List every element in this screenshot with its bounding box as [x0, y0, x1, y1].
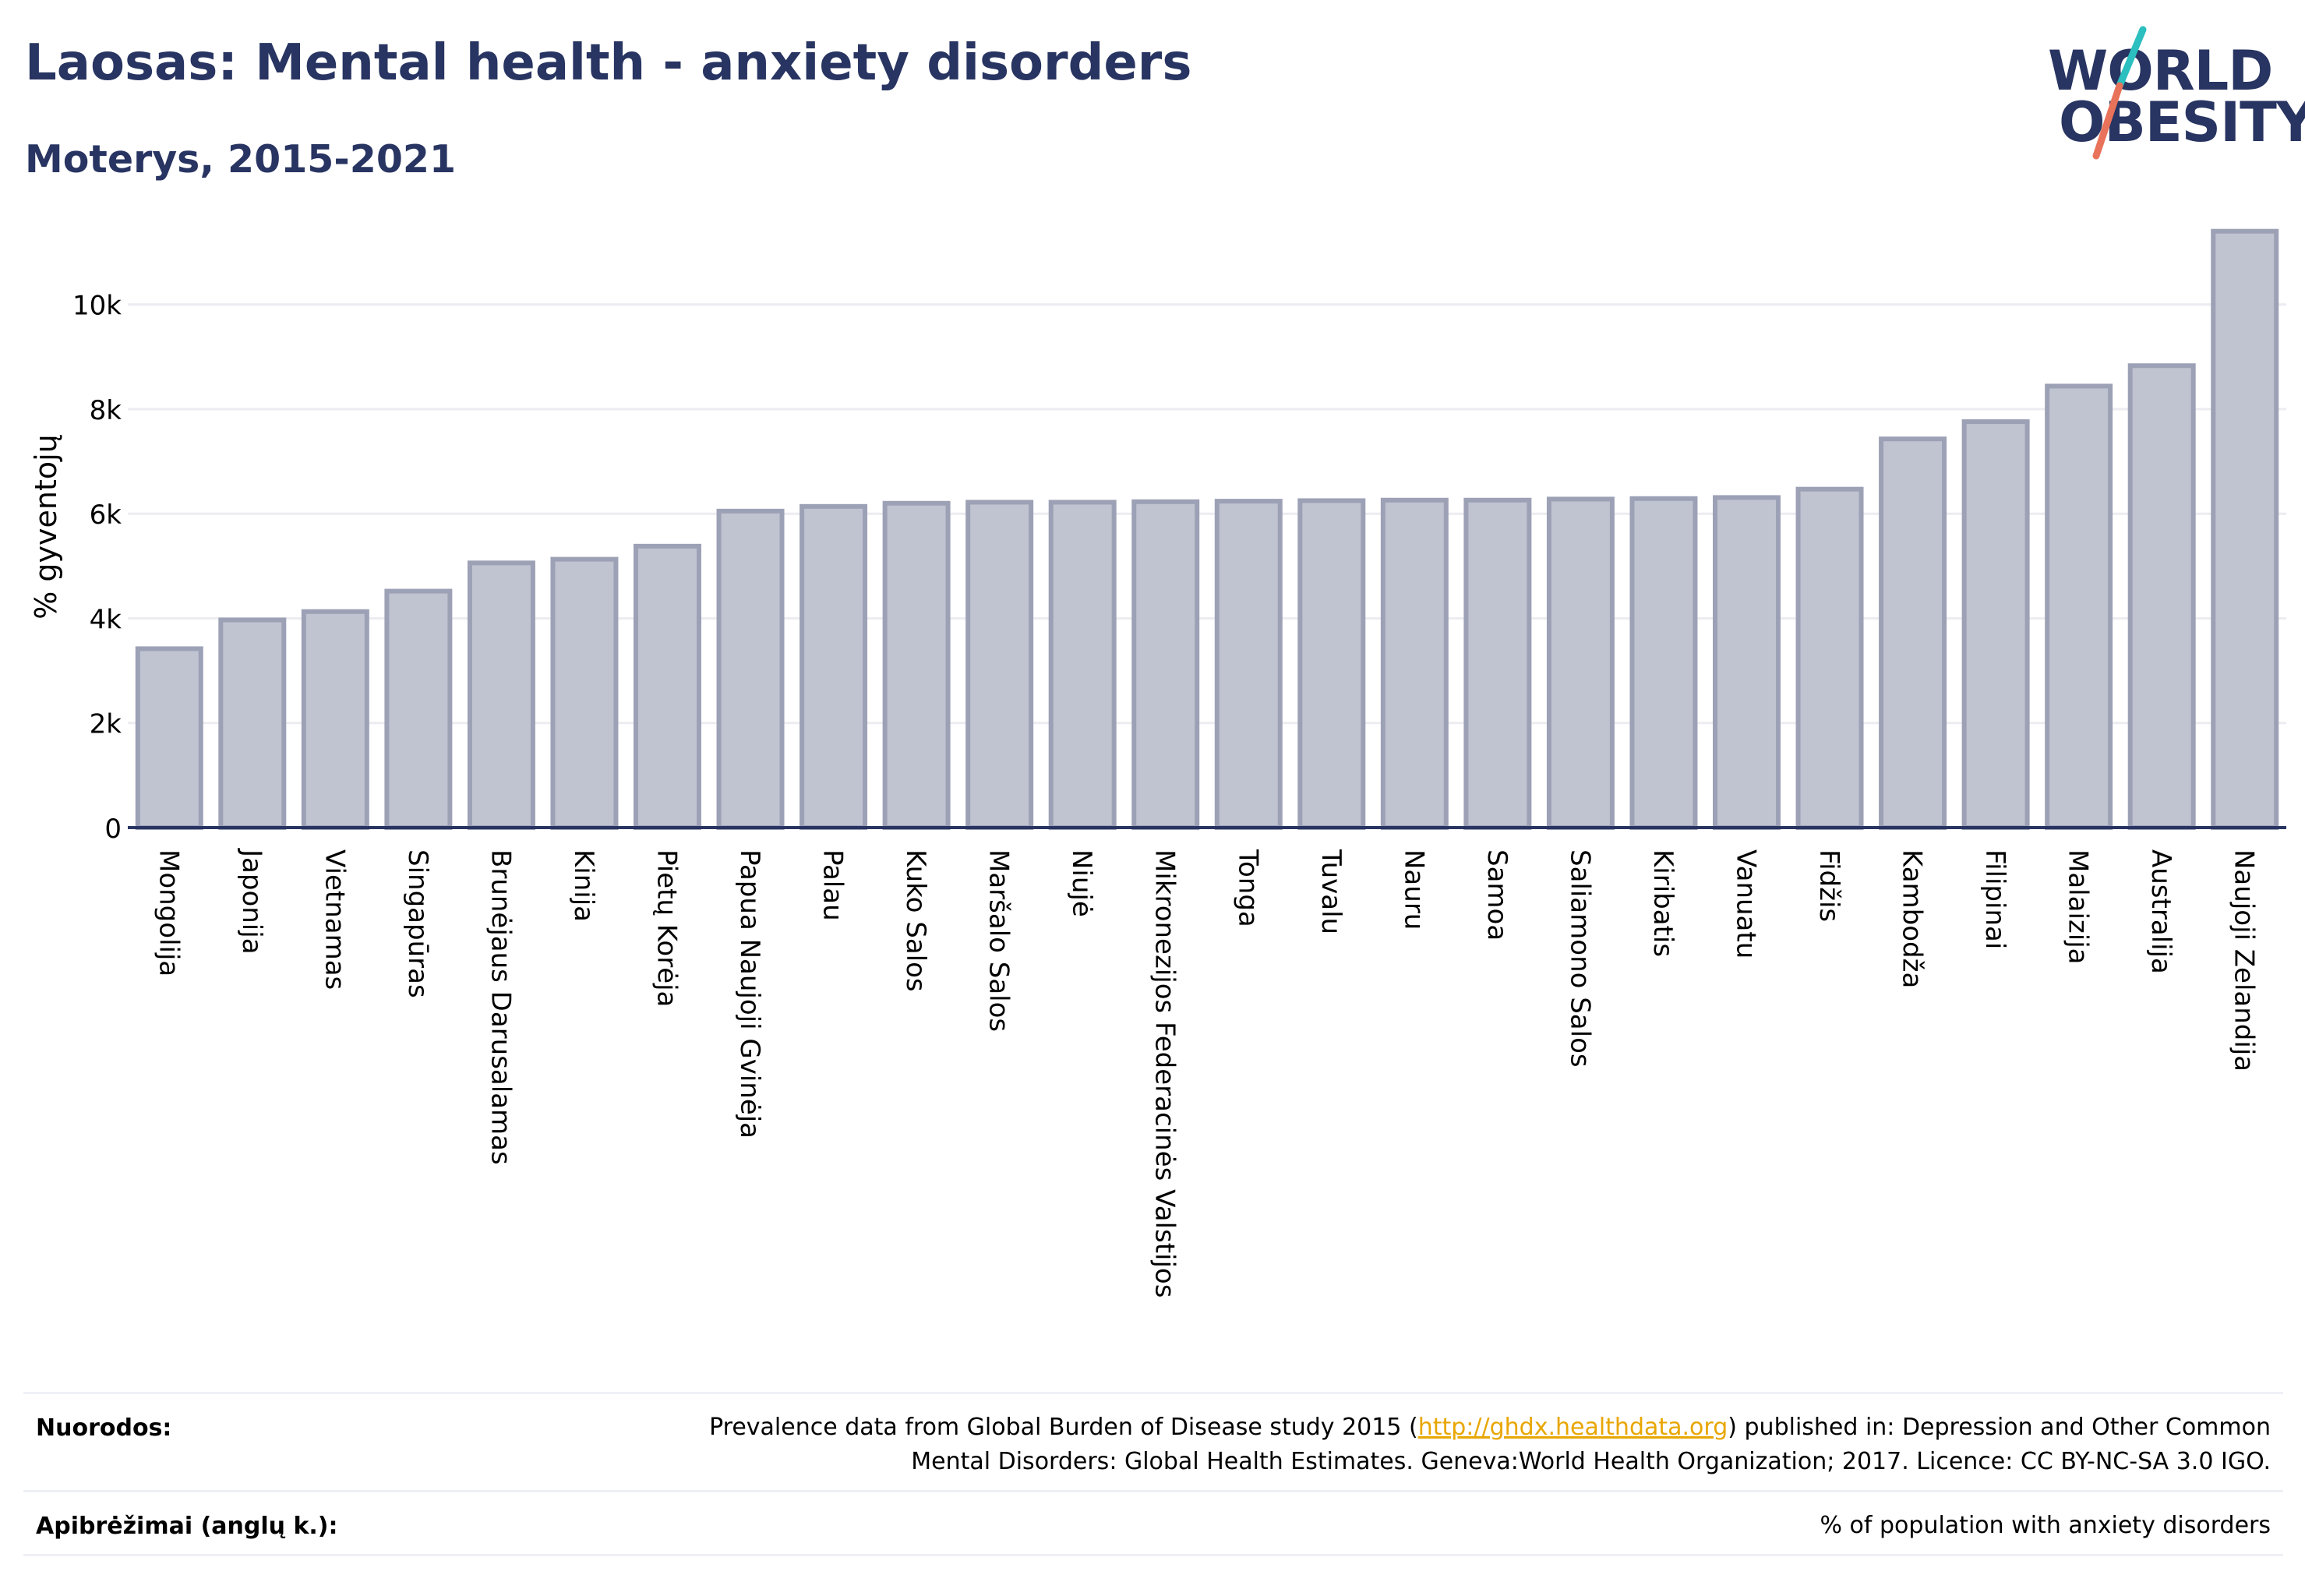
x-axis-ticks: Mongolija Japonija Vietnamas Singapūras Brun…: [153, 848, 2259, 1298]
world-obesity-logo: WORLD OBESITY: [2034, 23, 2305, 164]
references-text-start: Prevalence data from Global Burden of Di…: [709, 1414, 1418, 1441]
footer-divider: [23, 1490, 2283, 1492]
bar: [1713, 495, 1781, 831]
logo-slash-icon: [2092, 26, 2147, 160]
definitions-label: Apibrėžimai (anglų k.):: [36, 1513, 338, 1540]
x-tick-label: Fidžis: [1813, 849, 1844, 922]
x-tick-label: Brunėjaus Darusalamas: [485, 849, 516, 1165]
y-tick-label: 8k: [90, 395, 122, 426]
definitions-text: % of population with anxiety disorders: [1820, 1512, 2271, 1539]
bar: [1297, 498, 1366, 830]
x-tick-label: Niujė: [1066, 849, 1097, 917]
x-tick-label: Australija: [2145, 849, 2176, 974]
x-tick-label: Saliamono Salos: [1564, 849, 1595, 1068]
references-text: Prevalence data from Global Burden of Di…: [478, 1411, 2271, 1479]
bar: [218, 617, 287, 830]
y-tick-label: 2k: [90, 709, 122, 740]
bar: [800, 503, 868, 831]
y-tick-label: 6k: [90, 500, 122, 531]
bar: [2045, 383, 2113, 830]
x-tick-label: Tuvalu: [1315, 849, 1347, 934]
bar: [1961, 419, 2030, 830]
references-text-line-2: Mental Disorders: Global Health Estimate…: [911, 1448, 2271, 1475]
x-tick-label: Nauru: [1398, 849, 1429, 930]
bar: [301, 609, 369, 830]
page-subtitle: Moterys, 2015-2021: [25, 137, 457, 182]
x-tick-label: Japonija: [236, 848, 267, 955]
bar: [550, 556, 619, 830]
bar-chart: 0 2k 4k 6k 8k 10k Mongolija Japonija Vietnamas S…: [29, 228, 2286, 1298]
bar: [2127, 363, 2196, 830]
bar: [2211, 228, 2279, 830]
bar: [1629, 496, 1698, 830]
x-tick-label: Kinija: [568, 849, 599, 922]
logo-line-1: WORLD: [2048, 39, 2273, 103]
references-link[interactable]: http://ghdx.healthdata.org: [1417, 1414, 1728, 1441]
x-tick-label: Naujoji Zelandija: [2229, 849, 2260, 1072]
x-tick-label: Kiribatis: [1647, 849, 1678, 957]
x-tick-label: Samoa: [1481, 849, 1513, 941]
page-title: Laosas: Mental health - anxiety disorder…: [25, 34, 1192, 92]
x-tick-label: Palau: [817, 849, 849, 921]
x-tick-label: Vanuatu: [1731, 849, 1762, 959]
bar: [1214, 499, 1283, 830]
bar: [1463, 497, 1532, 830]
y-tick-label: 0: [104, 814, 122, 845]
x-tick-label: Pietų Korėja: [651, 849, 683, 1007]
x-tick-label: Malaizija: [2063, 849, 2094, 964]
y-axis-ticks: 0 2k 4k 6k 8k 10k: [72, 291, 122, 845]
bar: [1546, 496, 1615, 831]
bar: [965, 500, 1034, 830]
y-tick-label: 4k: [90, 604, 122, 635]
y-tick-label: 10k: [72, 291, 122, 322]
x-tick-label: Tonga: [1232, 849, 1263, 927]
x-tick-label: Vietnamas: [319, 849, 350, 990]
bar: [467, 560, 535, 830]
bar: [716, 508, 785, 830]
bar: [634, 543, 701, 830]
bar: [1380, 497, 1449, 830]
chart-bars: [135, 228, 2279, 831]
bar: [1131, 499, 1200, 830]
x-tick-label: Mongolija: [153, 849, 184, 976]
bar: [1879, 436, 1947, 831]
references-text-end: ) published in: Depression and Other Com…: [1728, 1414, 2271, 1441]
bar: [135, 646, 203, 831]
x-tick-label: Singapūras: [402, 849, 433, 998]
x-tick-label: Maršalo Salos: [983, 849, 1015, 1032]
bar: [882, 500, 951, 831]
x-tick-label: Filipinai: [1979, 849, 2010, 949]
bar: [1795, 486, 1864, 830]
footer-divider: [23, 1392, 2283, 1394]
references-label: Nuorodos:: [36, 1414, 172, 1442]
x-tick-label: Kuko Salos: [900, 849, 931, 992]
bar: [1048, 500, 1117, 830]
footer-divider: [23, 1554, 2283, 1556]
x-tick-label: Mikronezijos Federacinės Valstijos: [1149, 849, 1181, 1298]
bar: [384, 588, 453, 830]
x-tick-label: Kambodža: [1897, 849, 1928, 988]
y-axis-label: % gyventojų: [29, 434, 63, 620]
x-tick-label: Papua Naujoji Gvinėja: [734, 849, 765, 1139]
